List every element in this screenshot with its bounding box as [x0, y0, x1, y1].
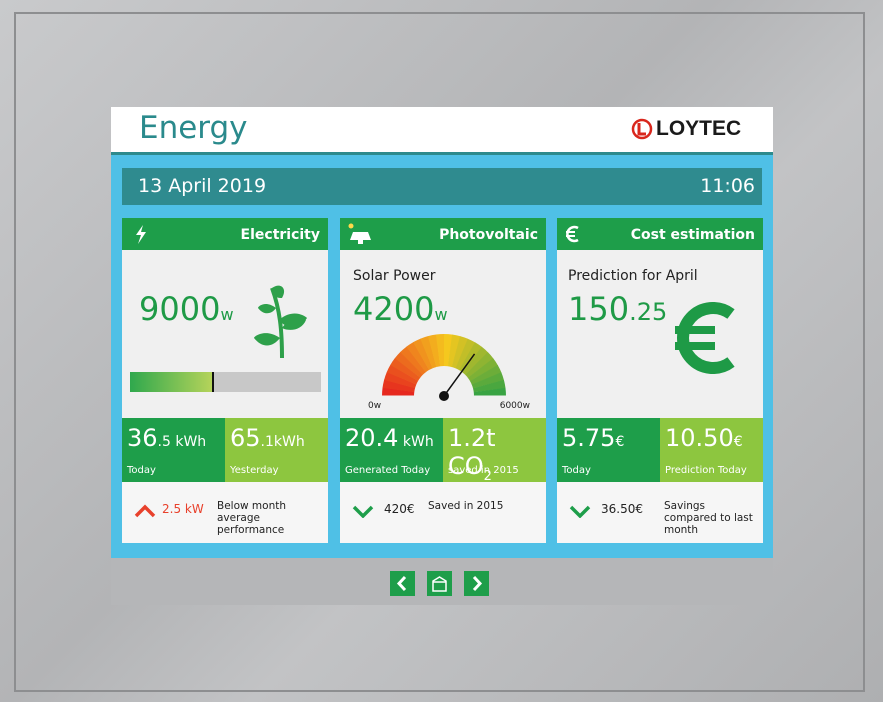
time: 11:06	[700, 175, 755, 197]
stat-value: 5.75€	[562, 424, 624, 452]
big-euro	[675, 302, 737, 374]
solar-icon	[348, 222, 372, 246]
footer: 420€ Saved in 2015	[340, 482, 546, 543]
gauge-arc	[421, 353, 427, 356]
gauge-arc	[398, 384, 399, 390]
value: 9000	[139, 290, 220, 328]
gauge-arc	[450, 350, 456, 351]
stat-unit: €	[734, 434, 743, 450]
stat-value: 20.4 kWh	[345, 424, 434, 452]
trend-arrow	[352, 504, 374, 518]
app-title: Energy	[139, 110, 248, 146]
gauge-label: 0w	[368, 401, 381, 411]
stat-label: Prediction Today	[665, 465, 747, 476]
stat-main: 65	[230, 424, 261, 452]
arrow-shape	[571, 507, 589, 516]
gauge-arc	[411, 359, 416, 363]
stat-label: Yesterday	[230, 465, 279, 476]
power-value: 9000w	[139, 290, 234, 328]
stat: 36.5 kWh Today	[122, 418, 225, 482]
stat: 65.1kWh Yesterday	[225, 418, 328, 482]
gauge-arc	[484, 373, 487, 379]
gauge-arc	[480, 368, 483, 373]
panel-header: Electricity	[122, 218, 328, 250]
stat-unit: .1kWh	[261, 434, 305, 450]
footer-text: Savings compared to last month	[664, 500, 759, 536]
stat-value: 10.50€	[665, 424, 743, 452]
unit: w	[220, 305, 233, 324]
stat-main: 5.75	[562, 424, 615, 452]
plant-icon	[252, 280, 312, 360]
stat-unit: kWh	[398, 434, 433, 450]
next-button[interactable]	[464, 571, 489, 596]
subtitle: Prediction for April	[568, 268, 698, 284]
date: 13 April 2019	[138, 175, 266, 197]
stat: 10.50€ Prediction Today	[660, 418, 763, 482]
arrow-shape	[136, 507, 154, 516]
gauge-arc	[488, 384, 489, 390]
gauge-arc	[402, 373, 405, 379]
stat-label: saved in 2015	[448, 465, 519, 476]
footer: 2.5 kW Below month average performance	[122, 482, 328, 543]
footer-value: 36.50€	[601, 502, 643, 516]
stat-main: 36	[127, 424, 158, 452]
stat-value: 65.1kWh	[230, 424, 305, 452]
stat-label: Today	[562, 465, 591, 476]
home-button[interactable]	[427, 571, 452, 596]
gauge-arc	[432, 350, 438, 351]
subtitle: Solar Power	[353, 268, 435, 284]
gauge-arc	[462, 354, 468, 357]
gauge-arc	[477, 363, 481, 368]
footer-value: 2.5 kW	[162, 502, 204, 516]
panel: Electricity 9000w 36.5 kWh Today 65.1kWh Ye…	[122, 218, 328, 543]
gauge: 0w 6000w	[340, 318, 546, 413]
decimals: .25	[629, 298, 667, 326]
trend-arrow	[569, 504, 591, 518]
gauge-arc	[426, 351, 432, 353]
gauge-arc	[472, 360, 477, 364]
level-bar	[130, 372, 321, 392]
euro-icon	[565, 225, 581, 243]
brand-logo	[631, 118, 653, 140]
prev-button[interactable]	[390, 571, 415, 596]
gauge-arc	[416, 356, 421, 359]
stat-value: 36.5 kWh	[127, 424, 206, 452]
gauge-arc	[400, 378, 402, 384]
device: Energy LOYTEC 13 April 2019 11:06 Electr…	[0, 0, 883, 702]
gauge-label: 6000w	[500, 401, 530, 411]
footer-value: 420€	[384, 502, 415, 516]
gauge-arc	[408, 363, 412, 368]
value: 150	[568, 290, 629, 328]
stat: 5.75€ Today	[557, 418, 660, 482]
cost-value: 150.25	[568, 290, 667, 328]
stat-main: 20.4	[345, 424, 398, 452]
stat-label: Generated Today	[345, 465, 430, 476]
panel: Cost estimation Prediction for April 150…	[557, 218, 763, 543]
gauge-arc	[456, 352, 462, 354]
footer: 36.50€ Savings compared to last month	[557, 482, 763, 543]
stat-unit: €	[615, 434, 624, 450]
stat: 20.4 kWh Generated Today	[340, 418, 443, 482]
arrow-shape	[354, 507, 372, 516]
panel-header: Cost estimation	[557, 218, 763, 250]
needle-hub	[439, 391, 449, 401]
gauge-arc	[404, 368, 408, 373]
gauge-arc	[486, 378, 488, 384]
stat-unit: .5 kWh	[158, 434, 207, 450]
brand: LOYTEC	[656, 117, 741, 141]
level-fill	[130, 372, 214, 392]
stat-label: Today	[127, 465, 156, 476]
stat-main: 10.50	[665, 424, 734, 452]
footer-text: Below month average performance	[217, 500, 327, 536]
bolt-icon	[134, 225, 148, 244]
footer-text: Saved in 2015	[428, 500, 538, 512]
trend-arrow	[134, 504, 156, 518]
